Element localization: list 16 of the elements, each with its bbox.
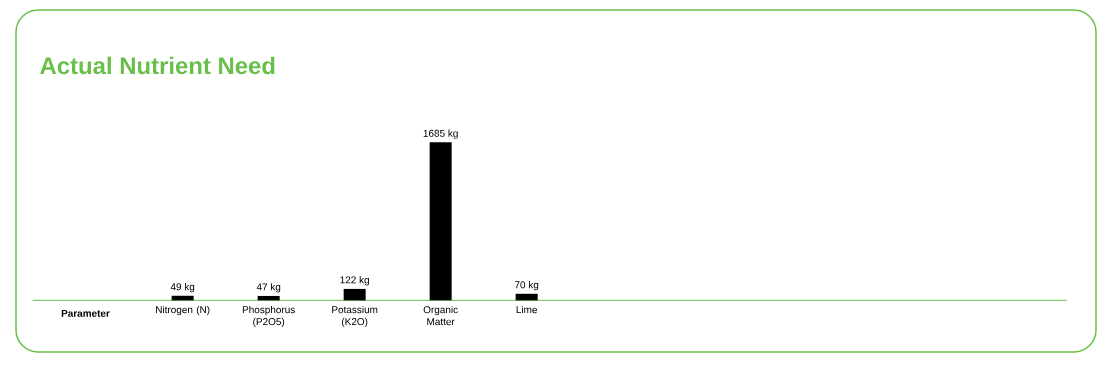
bar [343,288,366,301]
bar [515,293,538,301]
x-tick-label: Potassium (K2O) [332,305,378,328]
data-label: 49 kg [170,282,195,293]
data-label: 70 kg [514,280,539,291]
bar [429,142,452,301]
x-tick-label: Phosphorus (P2O5) [242,305,295,328]
data-label: 47 kg [256,283,281,293]
chart-title: Actual Nutrient Need [40,56,275,75]
bar [257,295,280,301]
data-label: 1685 kg [423,129,458,139]
x-tick-label: Nitrogen (N) [156,305,210,316]
x-axis-title: Parameter [61,309,110,317]
x-tick-label: Organic Matter [423,305,458,326]
x-tick-label: Lime [516,305,537,314]
data-label: 122 kg [340,276,369,286]
